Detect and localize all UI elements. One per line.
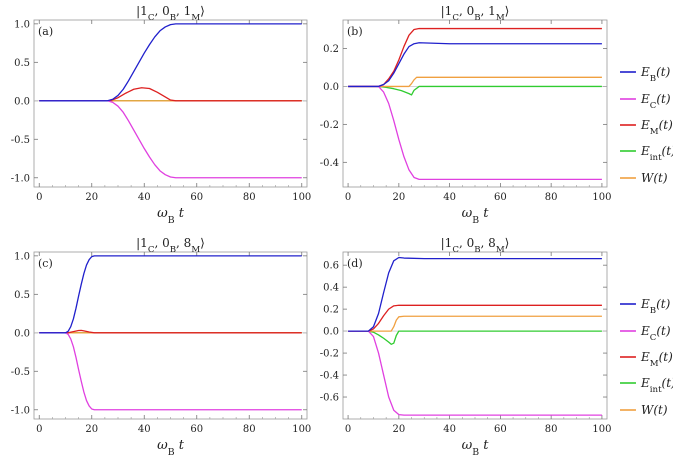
legend: EB(t) EC(t) EM(t) Eint(t) W(t) — [620, 65, 673, 185]
series-line-ebt — [39, 23, 302, 102]
legend-label: EM(t) — [640, 118, 673, 137]
x-axis-label: ωB t — [157, 206, 185, 226]
panel-title: |1C, 0B, 8M⟩ — [441, 236, 510, 255]
series-line-ect — [39, 332, 302, 411]
x-tick-label: 0 — [36, 192, 42, 203]
x-tick-label: 20 — [85, 192, 98, 203]
x-axis-label: ωB t — [462, 438, 490, 458]
y-tick-label: -0.5 — [11, 367, 30, 378]
x-tick-label: 100 — [292, 192, 311, 203]
series-line-ebt — [348, 256, 602, 332]
x-tick-label: 60 — [190, 192, 203, 203]
x-tick-label: 20 — [392, 424, 405, 435]
x-tick-label: 100 — [292, 424, 311, 435]
legend-label: W(t) — [641, 171, 668, 185]
x-tick-label: 20 — [85, 424, 98, 435]
x-tick-label: 0 — [345, 192, 351, 203]
y-tick-label: -0.2 — [320, 120, 339, 131]
series-line-eintt — [348, 330, 602, 345]
y-tick-label: -0.4 — [320, 371, 339, 382]
y-tick-label: 0.2 — [323, 305, 339, 316]
legend-label: EB(t) — [640, 65, 671, 84]
series-line-ect — [348, 330, 602, 416]
panel-d: 0 20 40 60 80 100 -0.6 -0.4 -0.2 0.0 0.2 0.4 0.6 (d) |… — [320, 236, 612, 458]
x-tick-label: 60 — [494, 192, 507, 203]
x-tick-label: 80 — [243, 424, 256, 435]
y-tick-label: 0.0 — [323, 82, 339, 93]
x-tick-label: 80 — [545, 424, 558, 435]
series-line-eintt — [348, 85, 602, 96]
y-tick-label: -0.5 — [11, 135, 30, 146]
x-tick-label: 100 — [592, 192, 611, 203]
y-tick-label: -0.6 — [320, 393, 339, 404]
series-line-ebt — [39, 255, 302, 334]
legend-label: Eint(t) — [640, 144, 673, 163]
x-tick-label: 0 — [36, 424, 42, 435]
y-tick-label: -0.4 — [320, 158, 339, 169]
x-tick-label: 60 — [494, 424, 507, 435]
y-tick-label: 0.0 — [14, 96, 30, 107]
y-tick-label: 0.0 — [14, 328, 30, 339]
y-tick-label: 1.0 — [14, 251, 30, 262]
legend: EB(t) EC(t) EM(t) Eint(t) W(t) — [620, 297, 673, 417]
series-line-ebt — [348, 42, 602, 88]
legend-label: EB(t) — [640, 297, 671, 316]
panel-title: |1C, 0B, 1M⟩ — [136, 4, 205, 23]
y-tick-label: 0.4 — [323, 283, 339, 294]
plot-frame — [342, 19, 608, 188]
panel-label: (a) — [38, 25, 53, 38]
panel-c: 0 20 40 60 80 100 -1.0 -0.5 0.0 0.5 1.0 (c) |1C, 0B,… — [11, 236, 312, 458]
series-line-emt — [348, 304, 602, 332]
panel-title: |1C, 0B, 1M⟩ — [441, 4, 510, 23]
x-tick-label: 40 — [443, 192, 456, 203]
series-line-ect — [348, 85, 602, 181]
series-line-wt — [348, 315, 602, 332]
plot-frame — [33, 19, 308, 188]
x-tick-label: 40 — [138, 192, 151, 203]
series-line-emt — [39, 329, 302, 334]
y-tick-label: 0.2 — [323, 44, 339, 55]
x-tick-label: 20 — [392, 192, 405, 203]
panel-b: 0 20 40 60 80 100 -0.4 -0.2 0.0 0.2 (b) |1C, 0B, 1M… — [320, 4, 612, 226]
y-tick-label: -0.2 — [320, 349, 339, 360]
legend-label: EC(t) — [640, 92, 671, 111]
x-tick-label: 40 — [138, 424, 151, 435]
y-tick-label: 0.5 — [14, 58, 30, 69]
legend-label: Eint(t) — [640, 376, 673, 395]
series-line-emt — [39, 87, 302, 102]
x-tick-label: 40 — [443, 424, 456, 435]
panel-a: 0 20 40 60 80 100 -1.0 -0.5 0.0 0.5 1.0 (a) |1C, 0B,… — [11, 4, 312, 226]
x-tick-label: 80 — [243, 192, 256, 203]
x-tick-label: 60 — [190, 424, 203, 435]
x-tick-label: 80 — [545, 192, 558, 203]
legend-label: EC(t) — [640, 324, 671, 343]
y-tick-label: 0.0 — [323, 327, 339, 338]
panel-title: |1C, 0B, 8M⟩ — [136, 236, 205, 255]
panel-label: (b) — [347, 25, 363, 38]
y-tick-label: -1.0 — [11, 173, 30, 184]
panel-label: (d) — [347, 257, 363, 270]
plot-frame — [342, 251, 608, 420]
series-line-ect — [39, 100, 302, 179]
legend-label: EM(t) — [640, 350, 673, 369]
y-tick-label: 0.6 — [323, 261, 339, 272]
series-line-wt — [348, 76, 602, 88]
plot-frame — [33, 251, 308, 420]
x-tick-label: 0 — [345, 424, 351, 435]
panel-label: (c) — [38, 257, 53, 270]
x-axis-label: ωB t — [462, 206, 490, 226]
x-tick-label: 100 — [592, 424, 611, 435]
y-tick-label: 0.5 — [14, 290, 30, 301]
x-axis-label: ωB t — [157, 438, 185, 458]
y-tick-label: 1.0 — [14, 19, 30, 30]
y-tick-label: -1.0 — [11, 405, 30, 416]
legend-label: W(t) — [641, 403, 668, 417]
